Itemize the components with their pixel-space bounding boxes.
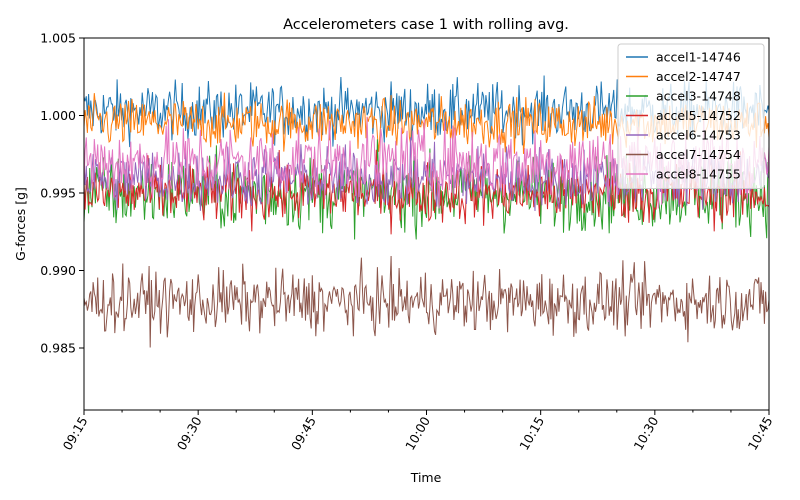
legend-item: accel5-14752 — [656, 108, 741, 123]
legend-item: accel1-14746 — [656, 50, 741, 65]
y-axis: 0.985 0.990 0.995 1.000 1.005 — [40, 31, 84, 356]
y-tick-label: 0.990 — [40, 263, 76, 278]
legend-item: accel7-14754 — [656, 147, 741, 162]
chart-title: Accelerometers case 1 with rolling avg. — [283, 17, 569, 33]
legend-item: accel6-14753 — [656, 128, 741, 143]
x-tick-label: 10:15 — [516, 414, 547, 453]
y-tick-label: 0.995 — [40, 186, 76, 201]
legend-box — [617, 43, 765, 189]
y-axis-label: G-forces [g] — [13, 187, 28, 261]
series-line — [83, 255, 770, 348]
x-tick-label: 09:45 — [288, 414, 319, 453]
x-tick-label: 10:45 — [745, 414, 776, 453]
plot-lines — [83, 75, 770, 348]
legend: accel1-14746 accel2-14747 accel3-14748 acce… — [617, 43, 765, 189]
x-axis: 09:15 09:30 09:45 10:00 10:15 10:30 10:45 — [60, 410, 776, 453]
legend-item: accel3-14748 — [656, 89, 741, 104]
y-tick-label: 1.000 — [40, 108, 76, 123]
y-tick-label: 1.005 — [40, 31, 76, 46]
x-tick-label: 10:00 — [402, 414, 433, 453]
legend-item: accel8-14755 — [656, 167, 741, 182]
legend-item: accel2-14747 — [656, 69, 741, 84]
x-axis-label: Time — [410, 470, 442, 485]
x-tick-label: 09:15 — [60, 414, 91, 453]
x-tick-label: 10:30 — [630, 414, 661, 453]
x-tick-label: 09:30 — [174, 414, 205, 453]
y-tick-label: 0.985 — [40, 341, 76, 356]
